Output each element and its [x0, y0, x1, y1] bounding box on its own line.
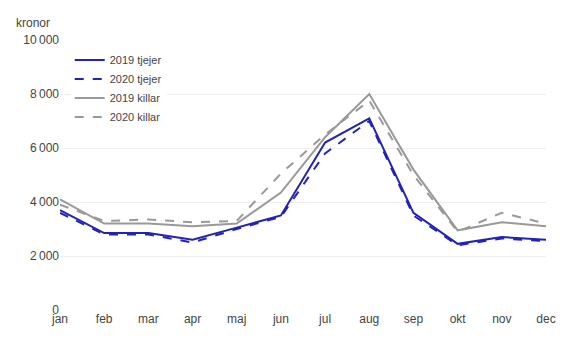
svg-text:0: 0 [52, 303, 59, 317]
svg-text:2 000: 2 000 [30, 249, 59, 263]
svg-text:10 000: 10 000 [23, 33, 59, 47]
svg-text:2020 tjejer: 2020 tjejer [110, 73, 162, 85]
svg-text:jul: jul [318, 312, 331, 326]
svg-text:okt: okt [450, 312, 467, 326]
svg-text:6 000: 6 000 [30, 141, 59, 155]
svg-text:aug: aug [359, 312, 379, 326]
svg-text:2019 tjejer: 2019 tjejer [110, 54, 162, 66]
svg-text:mar: mar [138, 312, 159, 326]
svg-text:2019 killar: 2019 killar [110, 92, 160, 104]
svg-text:nov: nov [492, 312, 511, 326]
svg-text:8 000: 8 000 [30, 87, 59, 101]
svg-text:sep: sep [404, 312, 424, 326]
svg-text:dec: dec [536, 312, 555, 326]
svg-text:apr: apr [184, 312, 201, 326]
svg-text:2020 killar: 2020 killar [110, 111, 160, 123]
svg-text:jan: jan [51, 312, 68, 326]
svg-text:feb: feb [96, 312, 113, 326]
svg-text:maj: maj [227, 312, 246, 326]
svg-text:4 000: 4 000 [30, 195, 59, 209]
svg-text:kronor: kronor [16, 16, 50, 30]
svg-text:jun: jun [272, 312, 289, 326]
